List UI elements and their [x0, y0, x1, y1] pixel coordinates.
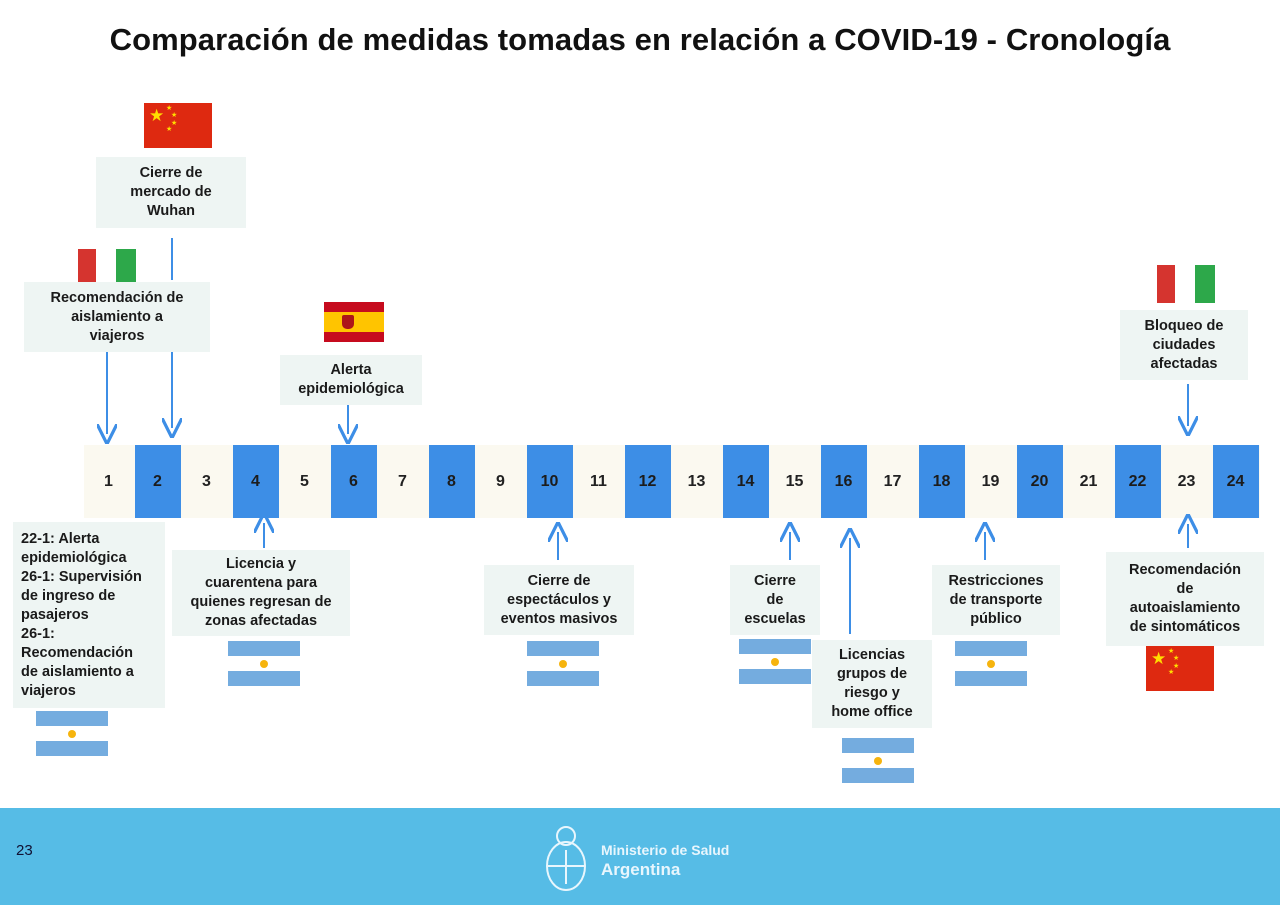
- event-wuhan-market: Cierre de mercado de Wuhan: [96, 157, 246, 228]
- argentina-flag-icon: [527, 641, 599, 686]
- argentina-flag-icon: [739, 639, 811, 684]
- china-flag-icon: ★ ★ ★ ★ ★: [144, 103, 212, 148]
- timeline-day-6: 6: [330, 445, 377, 518]
- italy-flag-icon: [1157, 265, 1215, 303]
- timeline-day-9: 9: [496, 472, 505, 490]
- event-transport: Restricciones de transporte público: [932, 565, 1060, 635]
- event-italy-travel: Recomendación de aislamiento a viajeros: [24, 282, 210, 352]
- timeline-day-14: 14: [722, 445, 769, 518]
- event-self-isolation: Recomendación de autoaislamiento de sintomá…: [1106, 552, 1264, 646]
- footer-bar: [0, 808, 1280, 905]
- timeline-day-1: 1: [104, 472, 113, 490]
- china-flag-icon: ★ ★ ★ ★ ★: [1146, 646, 1214, 691]
- timeline-day-5: 5: [300, 472, 309, 490]
- timeline-day-13: 13: [687, 472, 706, 490]
- ministry-name: Ministerio de Salud: [601, 842, 730, 858]
- event-events-closure: Cierre de espectáculos y eventos masivos: [484, 565, 634, 635]
- page-number: 23: [16, 842, 33, 859]
- timeline-day-7: 7: [398, 472, 407, 490]
- timeline-day-22: 22: [1114, 445, 1161, 518]
- argentina-flag-icon: [228, 641, 300, 686]
- argentina-flag-icon: [36, 711, 108, 756]
- argentina-flag-icon: [842, 738, 914, 783]
- spain-flag-icon: [324, 302, 384, 342]
- event-italy-block: Bloqueo de ciudades afectadas: [1120, 310, 1248, 380]
- event-license-quarantine: Licencia y cuarentena para quienes regresa…: [172, 550, 350, 636]
- event-schools-closure: Cierre de escuelas: [730, 565, 820, 635]
- timeline-day-15: 15: [785, 472, 804, 490]
- event-spain-alert: Alerta epidemiológica: [280, 355, 422, 405]
- timeline-day-12: 12: [624, 445, 671, 518]
- timeline-day-17: 17: [883, 472, 902, 490]
- ministry-country: Argentina: [601, 860, 681, 879]
- timeline-day-10: 10: [526, 445, 573, 518]
- timeline-day-3: 3: [202, 472, 211, 490]
- timeline-strip: [84, 445, 1260, 518]
- timeline-day-18: 18: [918, 445, 965, 518]
- timeline-day-16: 16: [820, 445, 867, 518]
- timeline-day-20: 20: [1016, 445, 1063, 518]
- italy-flag-icon: [78, 249, 136, 287]
- timeline-day-2: 2: [134, 445, 181, 518]
- ministry-emblem-icon: [546, 826, 586, 891]
- page-title: Comparación de medidas tomadas en relaci…: [109, 22, 1171, 57]
- argentina-flag-icon: [955, 641, 1027, 686]
- timeline-day-11: 11: [590, 472, 607, 490]
- timeline-day-24: 24: [1212, 445, 1259, 518]
- timeline-day-23: 23: [1177, 472, 1196, 490]
- event-argentina-early: 22-1: Alerta epidemiológica 26-1: Superv…: [13, 522, 165, 708]
- ministry-logo-text: Ministerio de Salud Argentina: [601, 840, 729, 880]
- event-risk-groups: Licencias grupos de riesgo y home office: [812, 640, 932, 728]
- timeline-day-4: 4: [232, 445, 279, 518]
- timeline-day-19: 19: [981, 472, 1000, 490]
- timeline-day-21: 21: [1079, 472, 1098, 490]
- timeline-day-8: 8: [428, 445, 475, 518]
